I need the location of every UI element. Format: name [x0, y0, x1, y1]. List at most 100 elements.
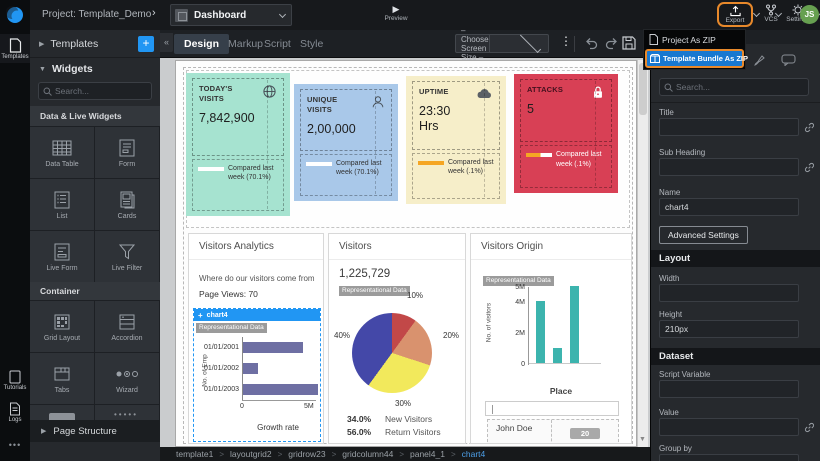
sub-heading-field-label: Sub Heading	[659, 148, 706, 157]
add-template-button[interactable]: +	[138, 35, 154, 52]
widget-tile-wizard[interactable]: Wizard	[95, 353, 159, 404]
breadcrumb-item[interactable]: gridcolumn44	[342, 449, 394, 459]
widget-search-input[interactable]	[55, 86, 140, 96]
rail-logs-label: Logs	[8, 417, 22, 423]
link-icon[interactable]	[804, 122, 815, 133]
stat-card-uptime[interactable]: UPTIME 23:30 Hrs Compared last week (.1%…	[406, 76, 506, 204]
screen-size-select[interactable]: – Choose Screen Size –	[455, 26, 549, 62]
breadcrumb-separator: >	[450, 449, 456, 459]
scrollbar-thumb[interactable]	[639, 63, 647, 115]
cards-icon	[117, 190, 137, 210]
breadcrumb-item[interactable]: gridrow23	[288, 449, 326, 459]
pie-slice-label: 10%	[407, 291, 424, 300]
redo-button[interactable]	[604, 36, 619, 50]
widget-tile-grid-layout[interactable]: Grid Layout	[30, 301, 94, 352]
widget-tile-cards[interactable]: Cards	[95, 179, 159, 230]
chart-selection-header[interactable]: + chart4	[194, 309, 320, 321]
canvas-scrollbar[interactable]: ▼	[637, 60, 648, 447]
select-divider	[488, 35, 514, 52]
pie-slice-label: 30%	[395, 399, 412, 408]
save-button[interactable]	[622, 36, 636, 50]
panel-visitors-origin[interactable]: Visitors Origin Representational Data 5M…	[470, 233, 632, 444]
properties-search-box[interactable]	[659, 78, 809, 96]
name-input[interactable]	[659, 198, 799, 216]
widget-tile-live-filter[interactable]: Live Filter	[95, 231, 159, 282]
widget-tile-partial[interactable]: •••••	[95, 405, 159, 420]
breadcrumb: template1 > layoutgrid2 > gridrow23 > gridcolu…	[176, 449, 485, 459]
panel-visitors[interactable]: Visitors 1,225,729 Representational Data…	[328, 233, 466, 444]
stat-card-title: UPTIME	[419, 87, 449, 96]
collapse-panel-button[interactable]: «	[160, 33, 173, 52]
menu-item-project-as-zip[interactable]: Project As ZIP	[644, 31, 745, 48]
properties-search-input[interactable]	[676, 82, 796, 92]
scroll-down-arrow-icon[interactable]: ▼	[639, 436, 646, 443]
artboard[interactable]: TODAY'S VISITS 7,842,900 Compared last w…	[175, 60, 637, 447]
page-views-stat: Page Views: 70	[199, 289, 258, 299]
rail-item-tutorials[interactable]: Tutorials	[0, 370, 30, 391]
progress-bar	[418, 160, 444, 165]
widget-tile-data-table[interactable]: Data Table	[30, 127, 94, 178]
menu-item-template-bundle-as-zip[interactable]: Template Bundle As ZIP	[645, 49, 748, 68]
tab-script[interactable]: Script	[264, 38, 291, 50]
widget-tile-partial[interactable]	[30, 405, 94, 420]
breadcrumb-item[interactable]: layoutgrid2	[230, 449, 272, 459]
page-selector[interactable]: Dashboard	[170, 4, 292, 26]
templates-panel-header[interactable]: ▶ Templates +	[30, 30, 160, 58]
list-filter-input[interactable]	[485, 401, 619, 416]
tab-style[interactable]: Style	[300, 38, 324, 50]
width-input[interactable]	[659, 284, 799, 302]
script-variable-input[interactable]	[659, 380, 799, 398]
selected-chart-widget[interactable]: + chart4 Representational Data 01/01/200…	[193, 308, 321, 442]
title-input[interactable]	[659, 118, 799, 136]
widget-search-box[interactable]	[38, 82, 152, 100]
advanced-settings-button[interactable]: Advanced Settings	[659, 226, 748, 244]
link-icon[interactable]	[804, 422, 815, 433]
rail-more-button[interactable]: •••	[8, 440, 22, 450]
pie-slice-label: 20%	[443, 331, 460, 340]
widget-tile-live-form[interactable]: Live Form	[30, 231, 94, 282]
widget-tile-accordion[interactable]: Accordion	[95, 301, 159, 352]
dataset-section-header[interactable]: Dataset	[651, 348, 820, 365]
more-options-kebab-icon[interactable]: ⋮	[560, 34, 572, 48]
height-input[interactable]	[659, 320, 799, 338]
table-cell-badge: 20	[552, 420, 618, 443]
sub-heading-input[interactable]	[659, 158, 799, 176]
stat-card-todays-visits[interactable]: TODAY'S VISITS 7,842,900 Compared last w…	[186, 73, 290, 216]
app-logo[interactable]	[0, 0, 30, 30]
rail-item-templates[interactable]: Templates	[0, 34, 30, 63]
stat-card-value: 2,00,000	[307, 121, 356, 136]
hbar-track	[242, 358, 318, 379]
script-variable-field-label: Script Variable	[659, 370, 711, 379]
rail-item-logs[interactable]: Logs	[0, 402, 30, 423]
panel-visitors-analytics[interactable]: Visitors Analytics Where do our visitors…	[188, 233, 324, 444]
user-avatar[interactable]: JS	[800, 5, 819, 24]
widget-tile-form[interactable]: Form	[95, 127, 159, 178]
group-by-input[interactable]	[659, 454, 799, 461]
page-structure-header[interactable]: ▶ Page Structure	[30, 420, 160, 442]
preview-button[interactable]: ▶ Preview	[378, 4, 414, 22]
properties-toolbar	[651, 50, 820, 72]
hbar-category-label: 01/01/2002	[203, 365, 239, 372]
link-icon[interactable]	[804, 162, 815, 173]
table-row[interactable]: John Doe 20	[487, 419, 619, 443]
breadcrumb-item[interactable]: panel4_1	[409, 449, 445, 459]
undo-button[interactable]	[584, 36, 599, 50]
stat-card-unique-visits[interactable]: UNIQUE VISITS 2,00,000 Compared last wee…	[294, 84, 398, 201]
layout-section-header[interactable]: Layout	[651, 250, 820, 267]
title-field-label: Title	[659, 108, 674, 117]
tab-markup[interactable]: Markup	[228, 38, 264, 50]
breadcrumb-item[interactable]: template1	[176, 449, 214, 459]
widgets-section-header[interactable]: ▼ Widgets	[39, 63, 93, 75]
panel-divider	[329, 259, 465, 260]
widget-tile-tabs[interactable]: Tabs	[30, 353, 94, 404]
value-input[interactable]	[659, 418, 799, 436]
tab-design[interactable]: Design	[174, 34, 230, 54]
stat-card-attacks[interactable]: ATTACKS 5 Compared last week (.1%)	[514, 74, 618, 193]
export-button[interactable]: Export	[717, 2, 753, 27]
chevron-down-icon	[278, 10, 287, 18]
brush-icon[interactable]	[753, 54, 766, 67]
vcs-button[interactable]: VCS	[758, 2, 784, 23]
chat-icon[interactable]	[781, 54, 796, 66]
widget-tile-list[interactable]: List	[30, 179, 94, 230]
breadcrumb-item[interactable]: chart4	[461, 449, 486, 459]
